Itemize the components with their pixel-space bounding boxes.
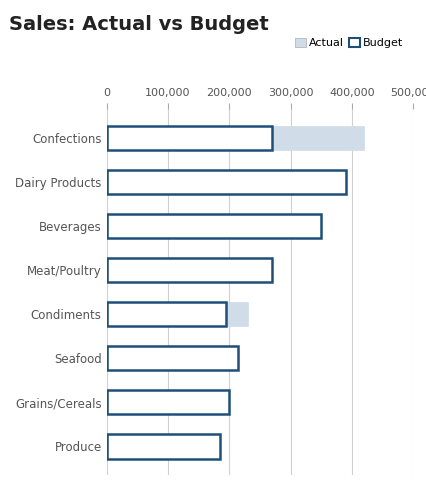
Bar: [106, 258, 272, 282]
Bar: [106, 258, 272, 282]
Bar: [106, 170, 346, 194]
Bar: [106, 346, 239, 370]
Bar: [106, 214, 321, 238]
Bar: [106, 302, 248, 326]
Bar: [106, 346, 239, 370]
Bar: [106, 126, 364, 150]
Bar: [106, 126, 272, 150]
Bar: [106, 214, 285, 238]
Bar: [106, 302, 226, 326]
Bar: [106, 170, 346, 194]
Legend: Actual, Budget: Actual, Budget: [290, 34, 408, 53]
Bar: [106, 390, 229, 414]
Text: Sales: Actual vs Budget: Sales: Actual vs Budget: [9, 15, 268, 34]
Bar: [106, 390, 229, 414]
Bar: [106, 434, 220, 458]
Bar: [106, 434, 220, 458]
